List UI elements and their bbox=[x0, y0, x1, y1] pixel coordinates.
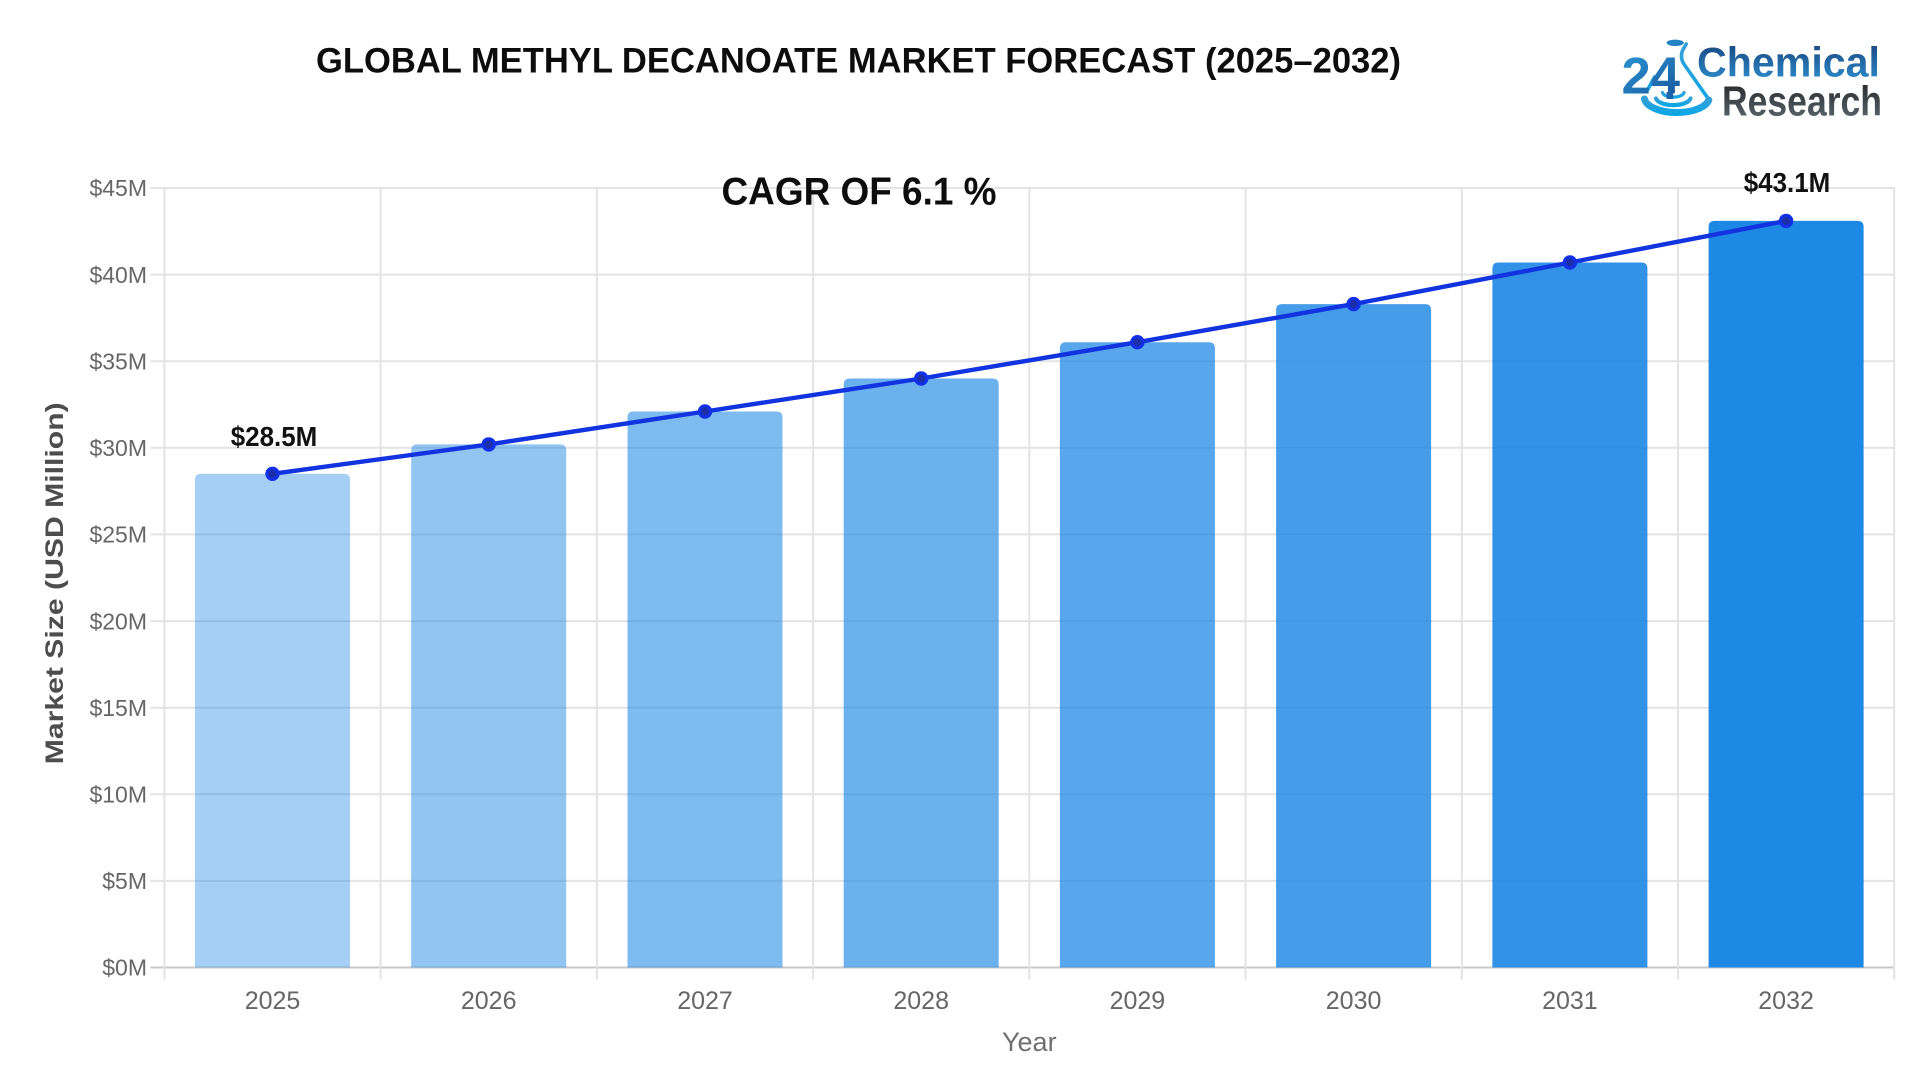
svg-text:$5M: $5M bbox=[102, 868, 147, 894]
svg-text:2030: 2030 bbox=[1326, 987, 1382, 1015]
svg-text:Research: Research bbox=[1722, 78, 1882, 125]
svg-text:$0M: $0M bbox=[102, 955, 147, 981]
svg-text:Chemical: Chemical bbox=[1697, 39, 1880, 86]
svg-text:2029: 2029 bbox=[1110, 987, 1166, 1015]
svg-text:$30M: $30M bbox=[89, 435, 147, 461]
svg-text:$35M: $35M bbox=[89, 348, 147, 374]
svg-text:$43.1M: $43.1M bbox=[1744, 167, 1831, 198]
svg-text:2032: 2032 bbox=[1758, 987, 1814, 1015]
svg-text:2026: 2026 bbox=[461, 987, 517, 1015]
svg-text:2028: 2028 bbox=[893, 987, 949, 1015]
svg-text:$10M: $10M bbox=[89, 782, 147, 808]
svg-text:$20M: $20M bbox=[89, 608, 147, 634]
svg-text:$45M: $45M bbox=[89, 175, 147, 201]
svg-text:Year: Year bbox=[1002, 1027, 1057, 1057]
svg-text:GLOBAL METHYL DECANOATE MARKET: GLOBAL METHYL DECANOATE MARKET FORECAST … bbox=[316, 42, 1401, 81]
svg-text:2025: 2025 bbox=[245, 987, 301, 1015]
svg-text:CAGR OF 6.1 %: CAGR OF 6.1 % bbox=[722, 171, 997, 214]
svg-text:$15M: $15M bbox=[89, 695, 147, 721]
svg-text:$25M: $25M bbox=[89, 522, 147, 548]
svg-text:2031: 2031 bbox=[1542, 987, 1598, 1015]
svg-text:24: 24 bbox=[1622, 48, 1681, 106]
svg-text:Market Size (USD Million): Market Size (USD Million) bbox=[41, 402, 69, 764]
svg-text:2027: 2027 bbox=[677, 987, 733, 1015]
svg-text:$28.5M: $28.5M bbox=[231, 421, 318, 452]
svg-text:$40M: $40M bbox=[89, 262, 147, 288]
